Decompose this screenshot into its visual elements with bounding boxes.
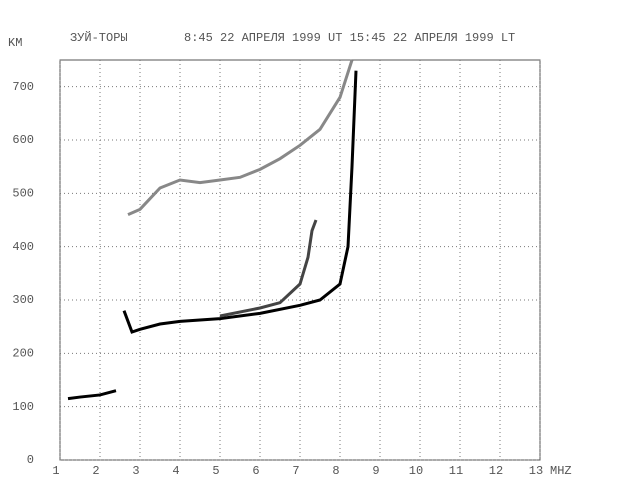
chart-title: ЗУЙ-ТОРЫ [70, 30, 128, 45]
y-tick-label: 700 [12, 80, 34, 94]
y-tick-label: 0 [27, 453, 34, 467]
x-tick-label: 1 [52, 464, 59, 478]
y-tick-label: 600 [12, 133, 34, 147]
x-tick-label: 3 [132, 464, 139, 478]
y-tick-label: 400 [12, 240, 34, 254]
y-tick-label: 300 [12, 293, 34, 307]
trace [127, 59, 354, 217]
y-tick-label: 500 [12, 187, 34, 201]
x-tick-label: 10 [409, 464, 423, 478]
y-tick-label: 200 [12, 347, 34, 361]
chart-subtitle: 8:45 22 АПРЕЛЯ 1999 UT 15:45 22 АПРЕЛЯ 1… [184, 31, 515, 45]
x-tick-label: 13 [529, 464, 543, 478]
y-axis-label: KM [8, 36, 22, 50]
x-tick-label: 6 [252, 464, 259, 478]
y-tick-label: 100 [12, 400, 34, 414]
trace [219, 219, 318, 318]
x-tick-label: 8 [332, 464, 339, 478]
x-tick-label: 12 [489, 464, 503, 478]
x-axis-label: MHZ [550, 464, 572, 478]
trace [67, 389, 117, 401]
x-tick-label: 5 [212, 464, 219, 478]
trace [122, 70, 358, 334]
x-tick-label: 11 [449, 464, 463, 478]
x-tick-label: 7 [292, 464, 299, 478]
x-tick-label: 4 [172, 464, 179, 478]
x-tick-label: 2 [92, 464, 99, 478]
x-tick-label: 9 [372, 464, 379, 478]
